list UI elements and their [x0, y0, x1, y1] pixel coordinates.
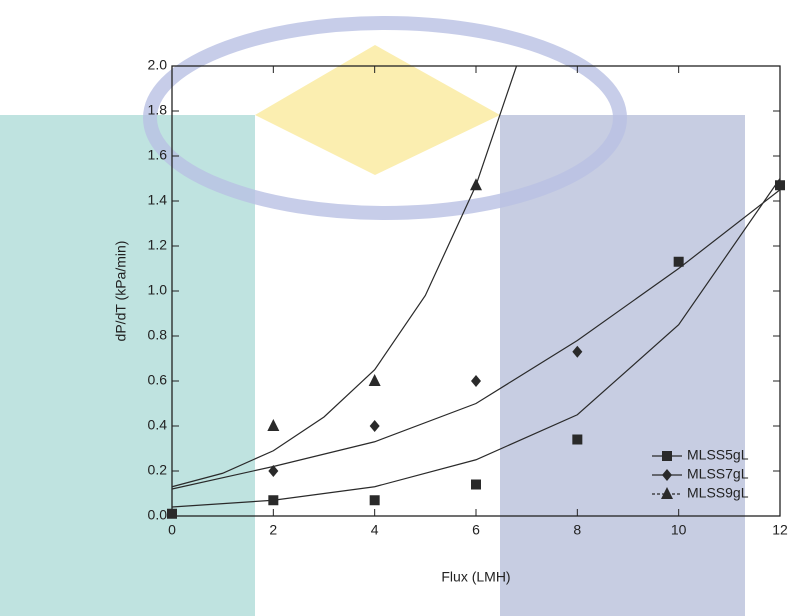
x-tick-label: 0: [168, 522, 176, 538]
legend-label: MLSS9gL: [687, 485, 749, 501]
marker-square: [673, 256, 684, 267]
y-tick-label: 1.0: [148, 282, 168, 298]
marker-square: [775, 180, 785, 191]
x-tick-label: 6: [472, 522, 480, 538]
x-tick-label: 8: [573, 522, 581, 538]
y-tick-label: 1.8: [148, 102, 168, 118]
legend-label: MLSS5gL: [687, 447, 749, 463]
legend-label: MLSS7gL: [687, 466, 749, 482]
legend-marker: [662, 451, 672, 461]
x-tick-label: 12: [772, 522, 788, 538]
y-tick-label: 0.8: [148, 327, 168, 343]
marker-diamond: [268, 465, 279, 477]
marker-square: [471, 479, 481, 490]
fit-curve: [171, 65, 518, 488]
x-tick-label: 4: [371, 522, 379, 538]
marker-square: [167, 508, 177, 519]
marker-triangle: [470, 178, 482, 191]
watermark: [0, 16, 745, 616]
y-tick-label: 0.4: [148, 417, 168, 433]
marker-square: [572, 434, 583, 445]
y-axis-label: dP/dT (kPa/min): [113, 241, 129, 342]
y-tick-label: 1.4: [148, 192, 168, 208]
y-tick-label: 0.0: [148, 507, 168, 523]
x-tick-label: 2: [269, 522, 277, 538]
legend-marker: [661, 487, 673, 499]
legend-marker: [662, 469, 672, 481]
marker-diamond: [369, 420, 380, 432]
marker-triangle: [368, 374, 381, 386]
y-tick-label: 1.2: [148, 237, 168, 253]
x-tick-label: 10: [671, 522, 687, 538]
marker-square: [369, 495, 380, 506]
y-tick-label: 2.0: [148, 57, 168, 73]
marker-square: [268, 495, 279, 506]
marker-triangle: [267, 419, 280, 431]
y-tick-label: 0.2: [148, 462, 168, 478]
marker-diamond: [471, 375, 481, 387]
marker-diamond: [572, 345, 583, 358]
y-tick-label: 0.6: [148, 372, 168, 388]
x-axis-label: Flux (LMH): [441, 569, 510, 585]
y-tick-label: 1.6: [148, 147, 168, 163]
